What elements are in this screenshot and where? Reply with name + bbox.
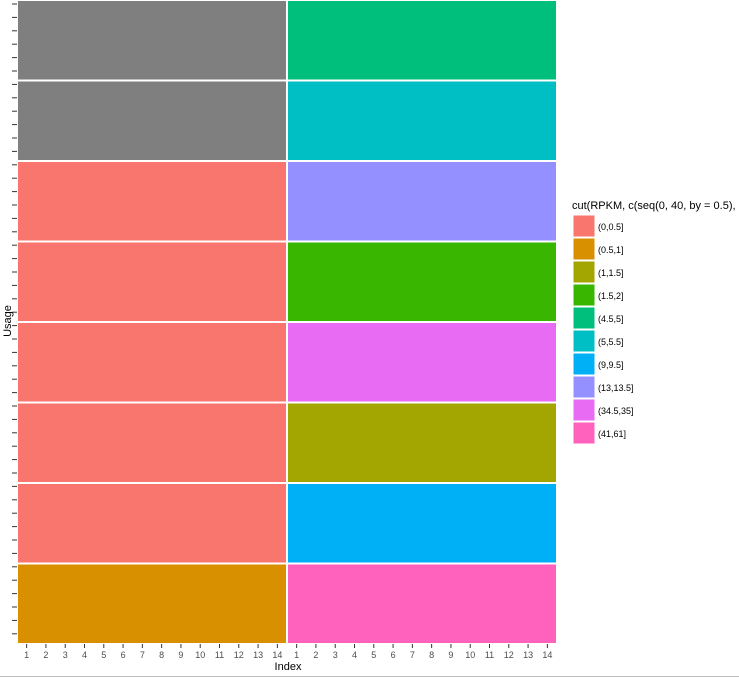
x-tick-label: 1 bbox=[294, 650, 299, 660]
heatmap-cell bbox=[286, 0, 558, 82]
heatmap-cell bbox=[286, 240, 558, 323]
x-tick-label: 4 bbox=[352, 650, 357, 660]
x-tick-label: 1 bbox=[24, 650, 29, 660]
legend-label: (1,1.5] bbox=[598, 268, 624, 278]
legend-items: (0,0.5] (0.5,1] (1,1.5] (1.5,2] (4.5,5] (5,5.… bbox=[572, 214, 634, 445]
x-tick-label: 2 bbox=[43, 650, 48, 660]
x-tick-label: 14 bbox=[272, 650, 282, 660]
legend-key bbox=[572, 237, 596, 261]
x-tick-label: 3 bbox=[333, 650, 338, 660]
heatmap-cell bbox=[16, 0, 288, 82]
legend-label: (4.5,5] bbox=[598, 314, 624, 324]
x-tick-label: 10 bbox=[195, 650, 205, 660]
heatmap-cell bbox=[16, 401, 288, 484]
x-tick-label: 2 bbox=[313, 650, 318, 660]
x-tick-label: 13 bbox=[253, 650, 263, 660]
heatmap-cell bbox=[286, 79, 558, 162]
heatmap-cell bbox=[286, 482, 558, 565]
heatmap-cell bbox=[16, 160, 288, 243]
legend: cut(RPKM, c(seq(0, 40, by = 0.5), s (0,0… bbox=[572, 200, 739, 445]
x-tick-label: 11 bbox=[215, 650, 224, 660]
legend-label: (0.5,1] bbox=[598, 245, 624, 255]
heatmap-cell bbox=[286, 562, 558, 645]
legend-label: (5,5.5] bbox=[598, 337, 624, 347]
legend-key bbox=[572, 329, 596, 353]
legend-key bbox=[572, 283, 596, 307]
heatmap-cell bbox=[16, 562, 288, 645]
x-tick-label: 8 bbox=[159, 650, 164, 660]
legend-key bbox=[572, 375, 596, 399]
x-tick-label: 7 bbox=[410, 650, 415, 660]
heatmap-cell bbox=[16, 240, 288, 323]
legend-title: cut(RPKM, c(seq(0, 40, by = 0.5), s bbox=[572, 200, 739, 212]
x-axis: 1 2 3 4 5 6 7 8 9 10 11 12 13 14 1 2 3 4 5 6 7 8 9 10 11 12 13 14 bbox=[24, 644, 552, 660]
heatmap-cell bbox=[16, 79, 288, 162]
x-tick-label: 14 bbox=[542, 650, 552, 660]
legend-key bbox=[572, 214, 596, 238]
x-tick-label: 4 bbox=[82, 650, 87, 660]
x-tick-label: 9 bbox=[448, 650, 453, 660]
heatmap-cell bbox=[286, 160, 558, 243]
legend-key bbox=[572, 421, 596, 445]
x-tick-label: 6 bbox=[121, 650, 126, 660]
legend-key bbox=[572, 352, 596, 376]
x-tick-label: 5 bbox=[371, 650, 376, 660]
x-tick-label: 5 bbox=[101, 650, 106, 660]
legend-key bbox=[572, 260, 596, 284]
x-tick-label: 8 bbox=[429, 650, 434, 660]
y-axis-ticks bbox=[12, 3, 17, 635]
heatmap-cell bbox=[16, 482, 288, 565]
legend-label: (9,9.5] bbox=[598, 360, 624, 370]
x-tick-label: 12 bbox=[234, 650, 244, 660]
x-tick-label: 10 bbox=[465, 650, 475, 660]
x-tick-label: 9 bbox=[178, 650, 183, 660]
x-axis-title: Index bbox=[275, 661, 302, 673]
legend-label: (34.5,35] bbox=[598, 406, 634, 416]
legend-label: (13,13.5] bbox=[598, 383, 634, 393]
x-tick-label: 13 bbox=[523, 650, 533, 660]
heatmap-cell bbox=[286, 401, 558, 484]
legend-key bbox=[572, 306, 596, 330]
heatmap-cells bbox=[16, 0, 558, 645]
x-tick-label: 12 bbox=[504, 650, 514, 660]
legend-label: (1.5,2] bbox=[598, 291, 624, 301]
heatmap-cell bbox=[286, 321, 558, 404]
x-tick-label: 3 bbox=[63, 650, 68, 660]
x-tick-label: 6 bbox=[391, 650, 396, 660]
x-tick-label: 7 bbox=[140, 650, 145, 660]
legend-label: (0,0.5] bbox=[598, 222, 624, 232]
x-tick-label: 11 bbox=[485, 650, 494, 660]
y-axis-title: Usage bbox=[2, 305, 14, 337]
heatmap-cell bbox=[16, 321, 288, 404]
legend-key bbox=[572, 398, 596, 422]
legend-label: (41,61] bbox=[598, 429, 626, 439]
